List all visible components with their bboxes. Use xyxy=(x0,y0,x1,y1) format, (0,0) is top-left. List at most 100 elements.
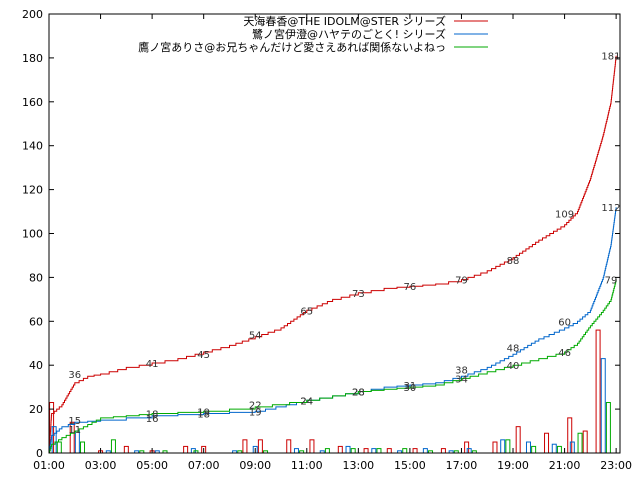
legend-label-2: 鷺ノ宮伊澄@ハヤテのごとく! シリーズ xyxy=(252,27,446,41)
x-tick-label: 19:00 xyxy=(497,459,529,472)
legend-label-1: 天海春香@THE IDOLM@STER シリーズ xyxy=(243,14,446,28)
series-line-1 xyxy=(48,55,617,454)
y-tick-label: 200 xyxy=(22,8,43,21)
bar-1 xyxy=(363,448,369,454)
bar-2 xyxy=(422,448,428,454)
data-label-2: 31 xyxy=(404,381,417,392)
bar-1 xyxy=(309,439,315,454)
bar-2 xyxy=(371,448,377,454)
bar-1 xyxy=(183,445,189,454)
data-label-1: 65 xyxy=(300,306,313,317)
bar-2 xyxy=(345,445,351,454)
bar-1 xyxy=(257,439,263,454)
data-label-1: 109 xyxy=(555,210,574,221)
bar-1 xyxy=(595,329,601,454)
data-label-1: 36 xyxy=(68,370,81,381)
bar-1 xyxy=(492,441,498,454)
data-label-2: 48 xyxy=(507,344,520,355)
x-tick-label: 17:00 xyxy=(446,459,478,472)
legend-label-3: 鷹ノ宮ありさ@お兄ちゃんだけど愛さえあれば関係ないよねっ xyxy=(138,40,446,54)
series-line-2 xyxy=(48,207,617,454)
bar-3 xyxy=(80,441,86,454)
bar-1 xyxy=(286,439,292,454)
bar-1 xyxy=(386,448,392,454)
x-tick-label: 11:00 xyxy=(291,459,323,472)
data-label-3: 11 xyxy=(68,425,81,436)
bar-1 xyxy=(582,430,588,454)
data-label-3: 22 xyxy=(249,401,262,412)
bar-1 xyxy=(567,417,573,454)
y-tick-label: 60 xyxy=(29,315,43,328)
y-tick-label: 120 xyxy=(22,184,43,197)
bar-1 xyxy=(544,432,550,454)
y-tick-label: 40 xyxy=(29,359,43,372)
bar-3 xyxy=(110,439,116,454)
bar-3 xyxy=(531,445,537,454)
x-tick-label: 21:00 xyxy=(549,459,581,472)
bar-2 xyxy=(466,448,472,454)
x-tick-label: 07:00 xyxy=(188,459,220,472)
plot-frame xyxy=(48,13,621,454)
data-label-2: 18 xyxy=(197,409,210,420)
x-tick-label: 15:00 xyxy=(394,459,426,472)
x-tick-label: 13:00 xyxy=(342,459,374,472)
data-label-3: 24 xyxy=(300,396,313,407)
bar-3 xyxy=(376,448,382,454)
bar-2 xyxy=(51,426,57,454)
x-tick-label: 05:00 xyxy=(136,459,168,472)
bar-3 xyxy=(350,448,356,454)
data-label-3: 46 xyxy=(558,348,571,359)
data-label-2: 38 xyxy=(455,366,468,377)
y-tick-label: 100 xyxy=(22,228,43,241)
lines-layer xyxy=(48,55,617,454)
data-label-1: 41 xyxy=(146,359,159,370)
data-label-1: 76 xyxy=(404,282,417,293)
data-label-2: 15 xyxy=(68,416,81,427)
y-tick-label: 160 xyxy=(22,96,43,109)
bar-3 xyxy=(402,448,408,454)
data-label-1: 73 xyxy=(352,289,365,300)
bar-3 xyxy=(556,445,562,454)
bar-2 xyxy=(600,358,606,454)
bar-2 xyxy=(500,439,506,454)
data-label-2: 112 xyxy=(601,203,620,214)
bar-1 xyxy=(337,445,343,454)
data-label-2: 24 xyxy=(300,396,313,407)
bar-1 xyxy=(440,448,446,454)
data-label-1: 79 xyxy=(455,276,468,287)
bars-layer xyxy=(49,329,611,454)
data-label-3: 79 xyxy=(605,276,618,287)
bar-2 xyxy=(293,448,299,454)
y-tick-label: 140 xyxy=(22,140,43,153)
ticks-layer: 0 20 40 60 80 100 120 140 160 180 200 01:00 03:00 05:… xyxy=(22,8,632,472)
x-tick-label: 03:00 xyxy=(85,459,117,472)
bar-2 xyxy=(525,441,531,454)
data-label-1: 88 xyxy=(507,256,520,267)
data-label-1: 54 xyxy=(249,330,262,341)
bar-2 xyxy=(551,443,557,454)
data-label-3: 18 xyxy=(146,409,159,420)
bar-2 xyxy=(569,441,575,454)
data-label-3: 28 xyxy=(352,388,365,399)
bar-1 xyxy=(242,439,248,454)
data-label-2: 28 xyxy=(352,388,365,399)
x-tick-label: 01:00 xyxy=(33,459,65,472)
data-label-2: 19 xyxy=(249,407,262,418)
bar-3 xyxy=(505,439,511,454)
x-tick-label: 09:00 xyxy=(239,459,271,472)
bar-3 xyxy=(577,432,583,454)
data-label-3: 34 xyxy=(455,374,468,385)
bar-1 xyxy=(464,441,470,454)
data-label-3: 30 xyxy=(404,383,417,394)
bar-1 xyxy=(515,426,521,454)
data-label-3: 19 xyxy=(197,407,210,418)
data-label-2: 16 xyxy=(146,414,159,425)
bar-1 xyxy=(412,448,418,454)
y-tick-label: 180 xyxy=(22,52,43,65)
x-tick-label: 23:00 xyxy=(600,459,632,472)
y-tick-label: 80 xyxy=(29,271,43,284)
